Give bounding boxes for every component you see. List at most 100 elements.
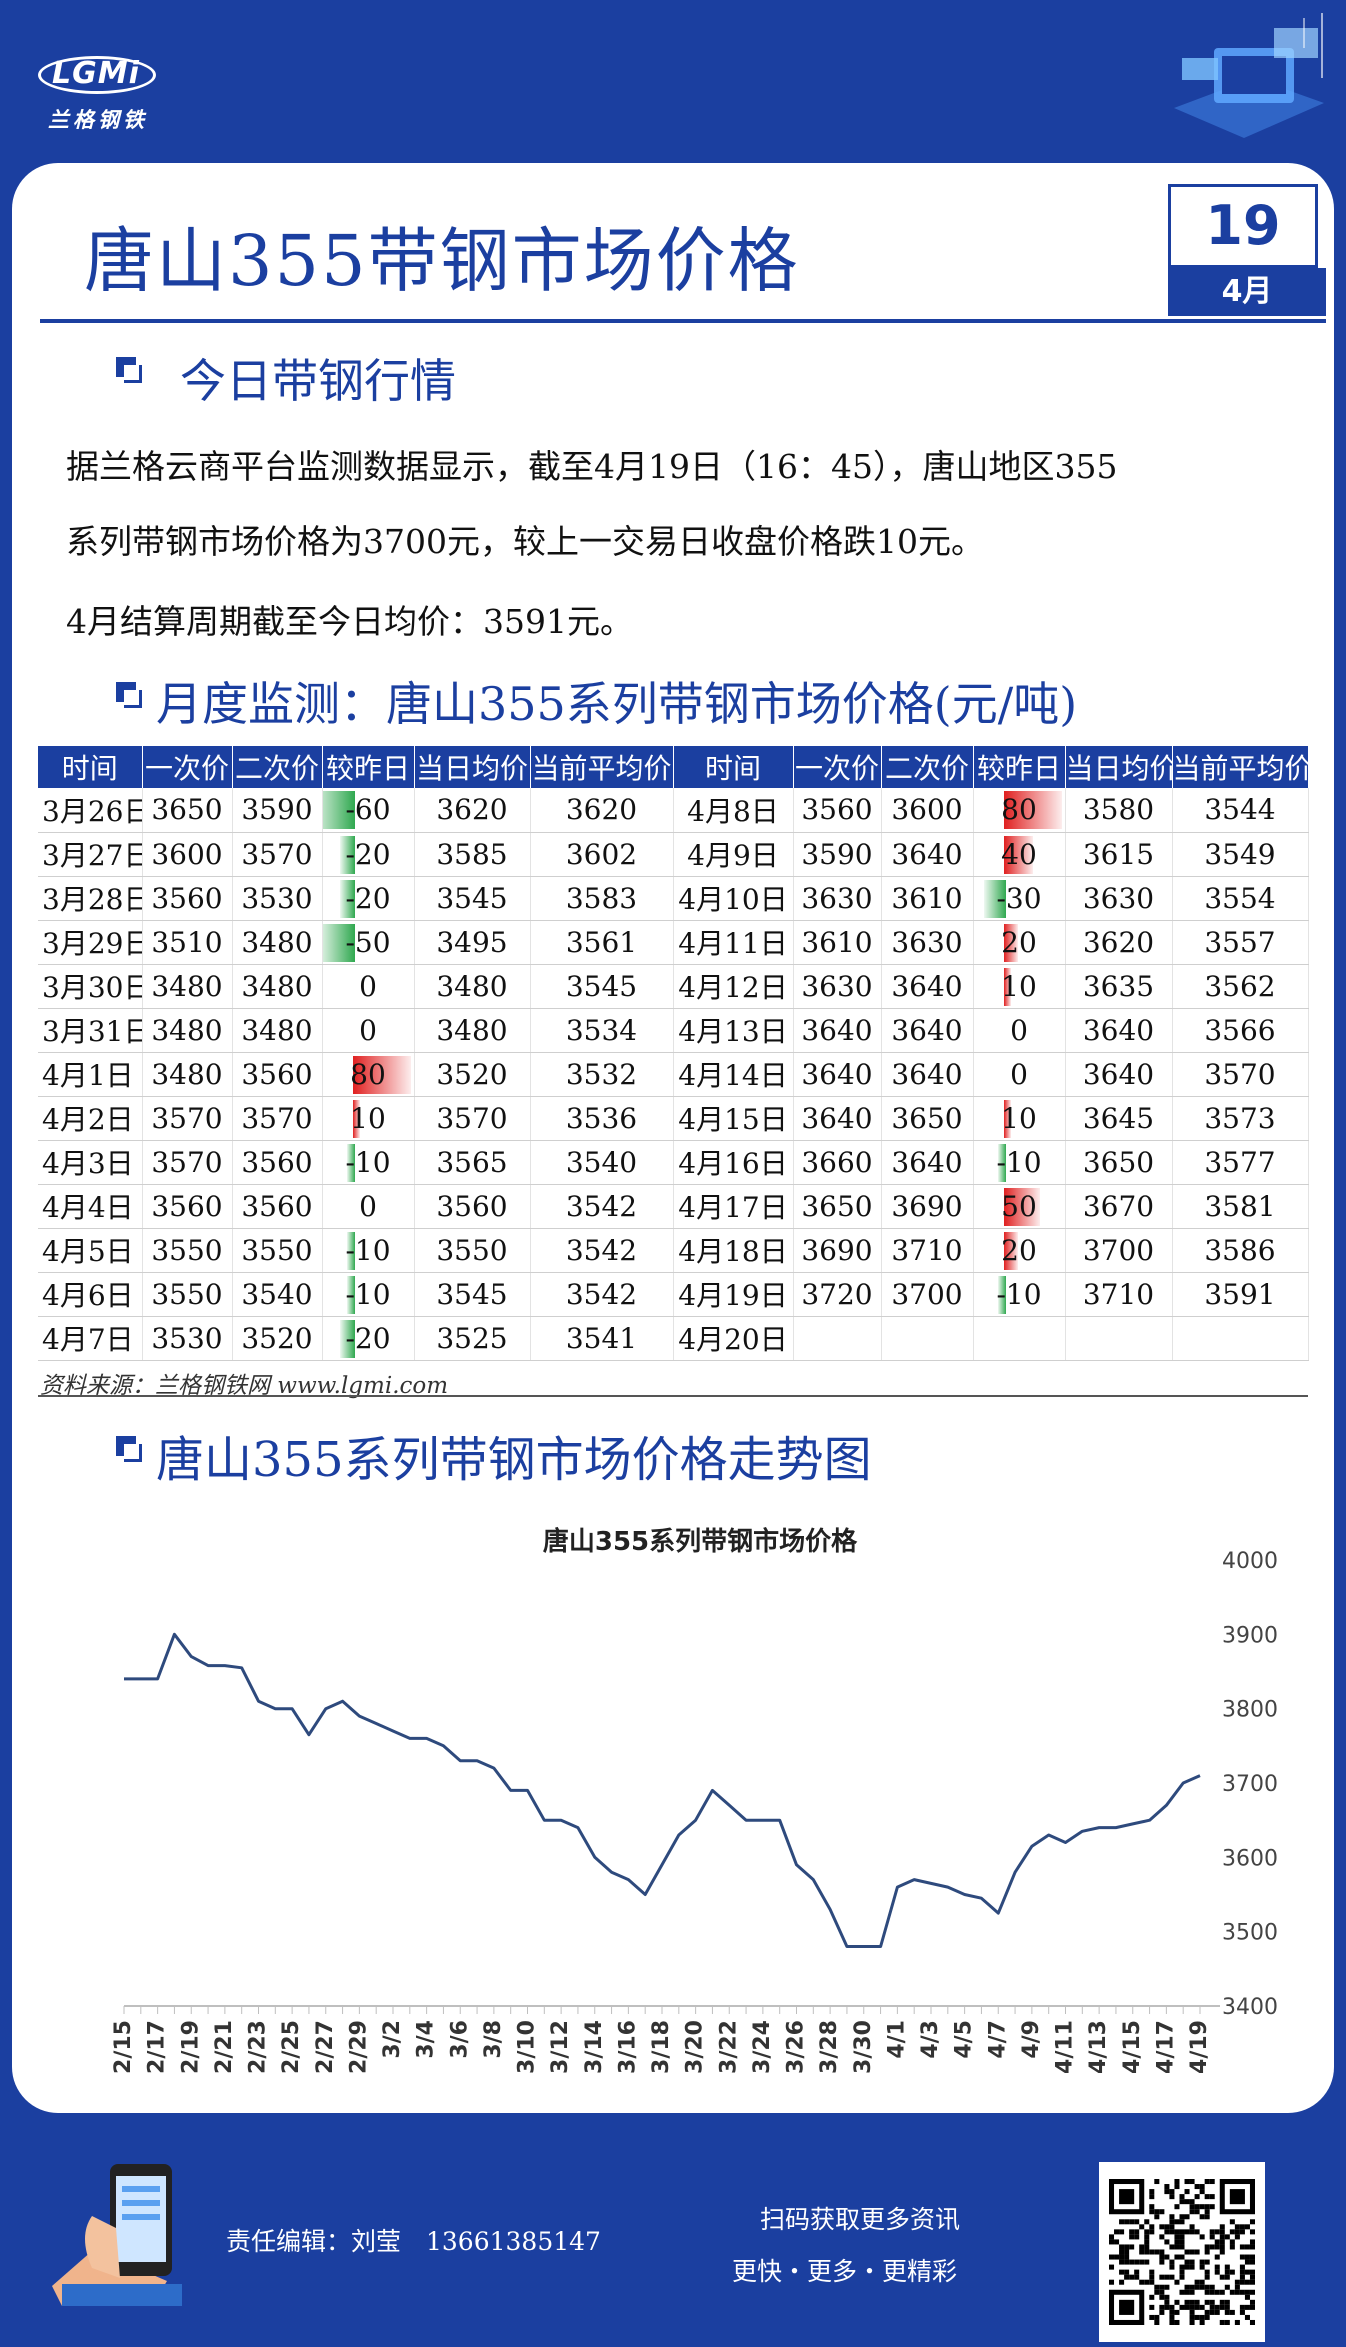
- first-price-cell: 3600: [142, 832, 233, 877]
- change-value: 0: [359, 1013, 377, 1047]
- first-price-cell: 3690: [793, 1228, 882, 1273]
- day-avg-cell: 3545: [414, 1272, 531, 1317]
- change-cell: 0: [973, 1008, 1066, 1053]
- x-tick-label: 3/18: [649, 2020, 674, 2074]
- table-row: 4月5日 3550 3550 -10 3550 3542 4月18日 3690 3710 20 37…: [38, 1228, 1309, 1273]
- change-value: 40: [1001, 837, 1037, 871]
- date-cell: 3月26日: [38, 788, 143, 833]
- date-cell: 4月12日: [673, 964, 794, 1009]
- col-header: 当日均价: [414, 746, 531, 788]
- change-cell: -10: [973, 1272, 1066, 1317]
- day-avg-cell: 3565: [414, 1140, 531, 1185]
- x-tick-label: 4/15: [1120, 2020, 1145, 2074]
- x-tick-label: 2/15: [111, 2020, 136, 2074]
- date-cell: 4月9日: [673, 832, 794, 877]
- second-price-cell: 3480: [232, 920, 323, 965]
- x-tick-label: 3/20: [683, 2020, 708, 2074]
- second-price-cell: 3560: [232, 1140, 323, 1185]
- col-header: 较昨日: [973, 746, 1066, 788]
- change-value: 0: [359, 1189, 377, 1223]
- second-price-cell: 3610: [881, 876, 974, 921]
- section-title-trend: 唐山355系列带钢市场价格走势图: [156, 1432, 872, 1488]
- change-value: 10: [1001, 969, 1037, 1003]
- first-price-cell: [793, 1316, 882, 1361]
- table-row: 3月27日 3600 3570 -20 3585 3602 4月9日 3590 3640 40 36…: [38, 832, 1309, 877]
- x-tick-label: 3/28: [817, 2020, 842, 2074]
- col-header: 较昨日: [322, 746, 415, 788]
- day-avg-cell: 3620: [414, 788, 531, 833]
- change-bar-down: [340, 879, 355, 918]
- section-square-icon: [116, 1436, 142, 1462]
- change-cell: 50: [973, 1184, 1066, 1229]
- x-tick-label: 4/19: [1187, 2020, 1212, 2074]
- date-cell: 3月31日: [38, 1008, 143, 1053]
- change-cell: -50: [322, 920, 415, 965]
- change-cell: 0: [973, 1052, 1066, 1097]
- date-cell: 4月15日: [673, 1096, 794, 1141]
- x-tick-label: 4/1: [884, 2020, 909, 2059]
- first-price-cell: 3480: [142, 1052, 233, 1097]
- second-price-cell: 3640: [881, 1008, 974, 1053]
- second-price-cell: 3640: [881, 964, 974, 1009]
- day-avg-cell: 3545: [414, 876, 531, 921]
- change-cell: 40: [973, 832, 1066, 877]
- first-price-cell: 3650: [142, 788, 233, 833]
- date-cell: 4月14日: [673, 1052, 794, 1097]
- qr-code-icon[interactable]: [1099, 2162, 1265, 2342]
- brand-logo: LGMi 兰格钢铁: [38, 42, 158, 132]
- table-row: 3月31日 3480 3480 0 3480 3534 4月13日 3640 3640 0 3640…: [38, 1008, 1309, 1053]
- x-tick-label: 3/26: [784, 2020, 809, 2074]
- change-value: -10: [345, 1277, 391, 1311]
- second-price-cell: 3540: [232, 1272, 323, 1317]
- first-price-cell: 3640: [793, 1008, 882, 1053]
- running-avg-cell: 3536: [530, 1096, 674, 1141]
- change-cell: -60: [322, 788, 415, 833]
- col-header: 一次价: [142, 746, 233, 788]
- x-tick-label: 3/30: [851, 2020, 876, 2074]
- day-avg-cell: 3585: [414, 832, 531, 877]
- running-avg-cell: 3542: [530, 1184, 674, 1229]
- date-cell: 4月7日: [38, 1316, 143, 1361]
- second-price-cell: 3700: [881, 1272, 974, 1317]
- x-tick-label: 3/2: [380, 2020, 405, 2059]
- change-value: 80: [350, 1057, 386, 1091]
- day-avg-cell: 3480: [414, 1008, 531, 1053]
- table-row: 3月26日 3650 3590 -60 3620 3620 4月8日 3560 3600 80 35…: [38, 788, 1309, 833]
- change-cell: 10: [973, 1096, 1066, 1141]
- running-avg-cell: 3545: [530, 964, 674, 1009]
- second-price-cell: 3560: [232, 1052, 323, 1097]
- running-avg-cell: 3566: [1172, 1008, 1309, 1053]
- running-avg-cell: 3542: [530, 1272, 674, 1317]
- table-row: 4月3日 3570 3560 -10 3565 3540 4月16日 3660 3640 -10 3…: [38, 1140, 1309, 1185]
- change-cell: -20: [322, 876, 415, 921]
- date-cell: 4月19日: [673, 1272, 794, 1317]
- y-tick-label: 4000: [1222, 1549, 1278, 1574]
- date-cell: 4月20日: [673, 1316, 794, 1361]
- change-cell: -10: [322, 1272, 415, 1317]
- day-avg-cell: 3550: [414, 1228, 531, 1273]
- second-price-cell: 3480: [232, 1008, 323, 1053]
- x-tick-label: 3/24: [750, 2020, 775, 2074]
- change-bar-up: [1003, 791, 1062, 829]
- first-price-cell: 3640: [793, 1052, 882, 1097]
- logo-oval: [38, 56, 156, 94]
- y-tick-label: 3600: [1222, 1846, 1278, 1871]
- change-cell: [973, 1316, 1066, 1361]
- first-price-cell: 3640: [793, 1096, 882, 1141]
- date-cell: 4月4日: [38, 1184, 143, 1229]
- day-avg-cell: 3640: [1065, 1052, 1173, 1097]
- change-cell: 0: [322, 1008, 415, 1053]
- change-value: -20: [345, 1321, 391, 1355]
- col-header: 当前平均价: [530, 746, 674, 788]
- change-value: 10: [350, 1101, 386, 1135]
- change-bar-up: [1003, 1231, 1018, 1270]
- change-bar-down: [340, 1319, 355, 1358]
- y-tick-label: 3700: [1222, 1772, 1278, 1797]
- change-cell: 80: [322, 1052, 415, 1097]
- x-tick-label: 2/27: [313, 2020, 338, 2074]
- change-cell: -20: [322, 832, 415, 877]
- first-price-cell: 3570: [142, 1096, 233, 1141]
- day-avg-cell: 3480: [414, 964, 531, 1009]
- table-header-row: 时间 一次价 二次价 较昨日 当日均价 当前平均价 时间 一次价 二次价 较昨日…: [38, 746, 1309, 788]
- date-cell: 4月16日: [673, 1140, 794, 1185]
